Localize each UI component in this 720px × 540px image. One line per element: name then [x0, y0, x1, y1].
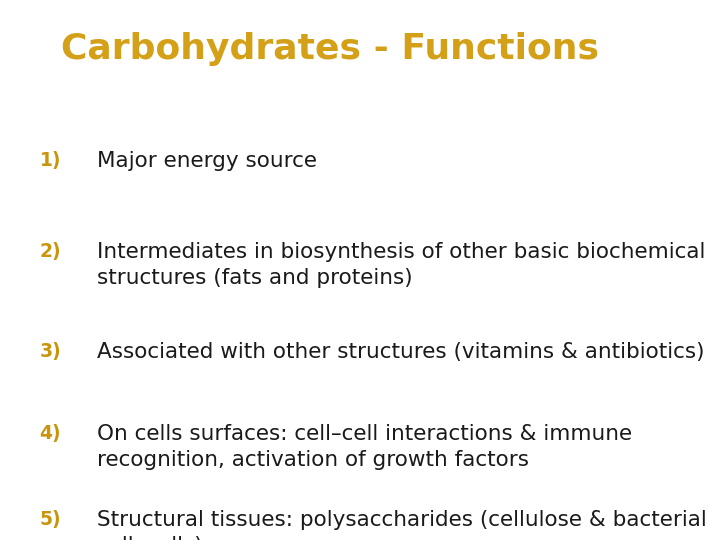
- Text: 3): 3): [40, 342, 61, 361]
- Text: 2): 2): [40, 242, 61, 261]
- Text: Major energy source: Major energy source: [97, 151, 318, 171]
- Text: On cells surfaces: cell–cell interactions & immune
recognition, activation of gr: On cells surfaces: cell–cell interaction…: [97, 424, 632, 470]
- Text: 1): 1): [40, 151, 61, 170]
- Text: 4): 4): [40, 424, 61, 443]
- Text: Associated with other structures (vitamins & antibiotics): Associated with other structures (vitami…: [97, 342, 705, 362]
- Text: Carbohydrates - Functions: Carbohydrates - Functions: [61, 32, 599, 66]
- Text: 5): 5): [40, 510, 61, 529]
- Text: Intermediates in biosynthesis of other basic biochemical
structures (fats and pr: Intermediates in biosynthesis of other b…: [97, 242, 706, 288]
- Text: Structural tissues: polysaccharides (cellulose & bacterial
cell walls): Structural tissues: polysaccharides (cel…: [97, 510, 707, 540]
